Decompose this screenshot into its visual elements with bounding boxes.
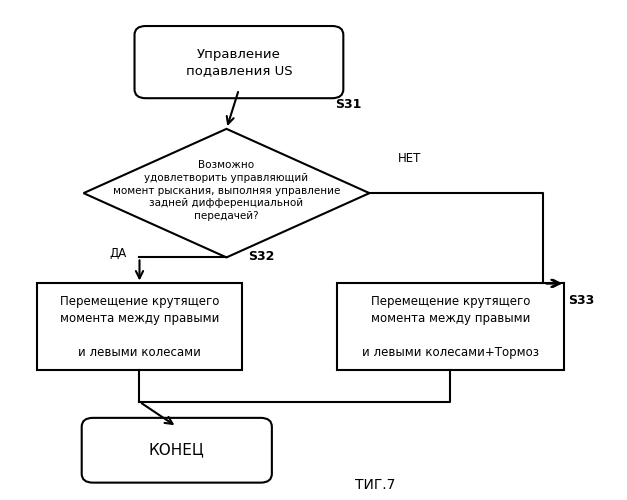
Text: S31: S31 xyxy=(335,98,362,110)
Text: Управление
подавления US: Управление подавления US xyxy=(186,48,292,76)
FancyBboxPatch shape xyxy=(135,26,344,98)
Text: КОНЕЦ: КОНЕЦ xyxy=(149,443,204,458)
FancyBboxPatch shape xyxy=(82,418,272,482)
Bar xyxy=(37,284,242,370)
Text: Возможно
удовлетворить управляющий
момент рыскания, выполняя управление
задней д: Возможно удовлетворить управляющий момен… xyxy=(113,160,340,222)
Polygon shape xyxy=(83,129,369,258)
Text: Перемещение крутящего
момента между правыми

и левыми колесами: Перемещение крутящего момента между прав… xyxy=(60,294,219,358)
Text: ΤИГ.7: ΤИГ.7 xyxy=(356,478,396,492)
Bar xyxy=(337,284,564,370)
Text: S33: S33 xyxy=(568,294,594,307)
Text: Перемещение крутящего
момента между правыми

и левыми колесами+Тормоз: Перемещение крутящего момента между прав… xyxy=(362,294,539,358)
Text: ДА: ДА xyxy=(109,248,127,260)
Text: НЕТ: НЕТ xyxy=(398,152,421,165)
Text: S32: S32 xyxy=(248,250,275,263)
